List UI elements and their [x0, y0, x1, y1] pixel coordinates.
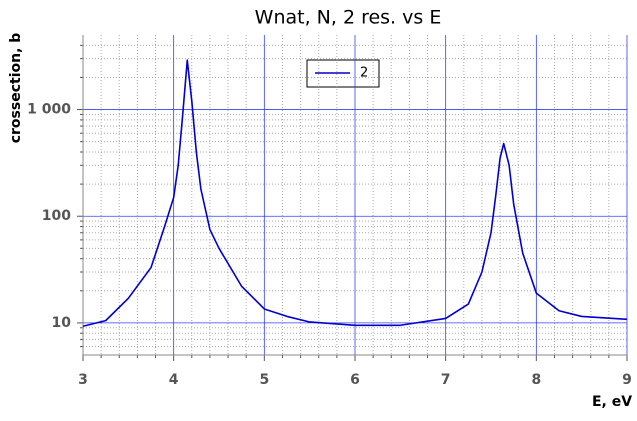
x-tick-label: 6 [350, 372, 360, 388]
y-tick-label: 10 [52, 315, 72, 331]
x-tick-label: 7 [441, 372, 451, 388]
y-axis-label: crossection, b [8, 33, 24, 144]
x-tick-label: 8 [531, 372, 541, 388]
x-tick-label: 3 [78, 372, 88, 388]
x-tick-label: 9 [622, 372, 632, 388]
y-tick-label: 1 000 [27, 102, 71, 118]
y-tick-label: 100 [42, 208, 71, 224]
x-tick-label: 4 [169, 372, 179, 388]
x-axis-label: E, eV [592, 394, 632, 410]
legend-label: 2 [360, 66, 368, 81]
x-tick-label: 5 [259, 372, 269, 388]
data-line [82, 59, 628, 328]
chart-title: Wnat, N, 2 res. vs E [255, 7, 442, 29]
